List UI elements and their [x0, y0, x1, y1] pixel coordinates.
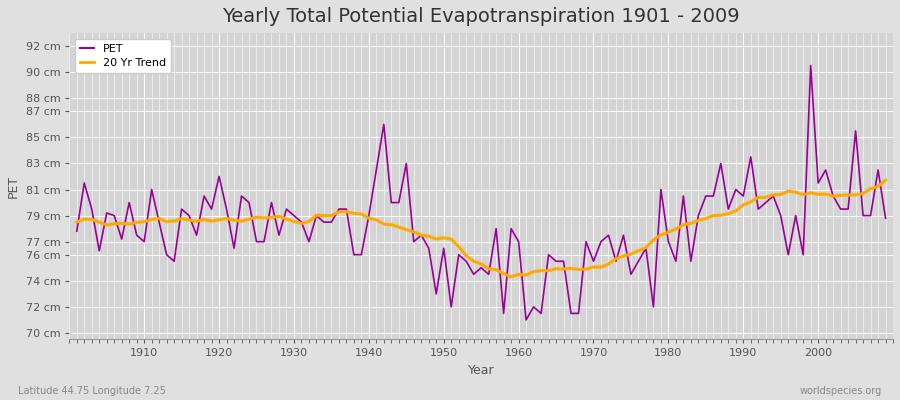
PET — [296, 220, 307, 224]
20 Yr Trend — [341, 209, 352, 214]
PET — [71, 229, 82, 234]
20 Yr Trend — [880, 178, 891, 183]
PET — [131, 233, 142, 238]
Title: Yearly Total Potential Evapotranspiration 1901 - 2009: Yearly Total Potential Evapotranspiratio… — [222, 7, 740, 26]
20 Yr Trend — [131, 220, 142, 225]
X-axis label: Year: Year — [468, 364, 494, 377]
Legend: PET, 20 Yr Trend: PET, 20 Yr Trend — [75, 39, 171, 73]
20 Yr Trend — [513, 272, 524, 277]
Y-axis label: PET: PET — [7, 175, 20, 198]
Line: 20 Yr Trend: 20 Yr Trend — [76, 180, 886, 277]
PET — [341, 207, 352, 212]
20 Yr Trend — [506, 274, 517, 279]
20 Yr Trend — [296, 221, 307, 226]
20 Yr Trend — [610, 256, 621, 261]
PET — [610, 259, 621, 264]
Text: Latitude 44.75 Longitude 7.25: Latitude 44.75 Longitude 7.25 — [18, 386, 166, 396]
PET — [521, 318, 532, 322]
PET — [806, 63, 816, 68]
PET — [506, 226, 517, 231]
PET — [880, 216, 891, 221]
PET — [513, 239, 524, 244]
Text: worldspecies.org: worldspecies.org — [800, 386, 882, 396]
20 Yr Trend — [71, 220, 82, 224]
Line: PET: PET — [76, 66, 886, 320]
20 Yr Trend — [521, 272, 532, 277]
